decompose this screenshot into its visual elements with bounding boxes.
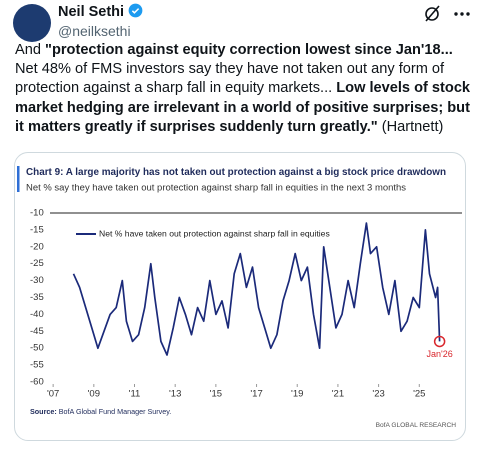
tweet-segment: "protection against equity correction lo… <box>45 42 453 58</box>
tweet-segment: (Hartnett) <box>377 118 444 135</box>
x-tick-label: '23 <box>372 389 384 400</box>
avatar[interactable] <box>13 4 51 42</box>
source-text: BofA Global Fund Manager Survey. <box>59 407 172 416</box>
verified-badge <box>128 3 143 18</box>
legend-label: Net % have taken out protection against … <box>99 228 330 238</box>
y-tick-label: -20 <box>30 241 44 252</box>
x-tick-label: '19 <box>291 389 303 400</box>
x-tick-label: '15 <box>210 389 222 400</box>
y-tick-label: -35 <box>30 292 44 303</box>
chart-title: Chart 9: A large majority has not taken … <box>26 166 446 178</box>
y-tick-label: -50 <box>30 343 44 354</box>
grok-icon[interactable] <box>425 5 440 22</box>
author-name[interactable]: Neil Sethi <box>58 3 143 20</box>
y-tick-label: -45 <box>30 326 44 337</box>
y-tick-label: -30 <box>30 275 44 286</box>
chart-card[interactable] <box>14 152 466 441</box>
x-tick-label: '25 <box>413 389 425 400</box>
x-tick-label: '13 <box>169 389 181 400</box>
tweet-segment: Net 48% of FMS investors say they have n… <box>15 61 445 97</box>
tweet-text: And "protection against equity correctio… <box>15 41 473 137</box>
x-tick-label: '11 <box>129 389 141 400</box>
y-tick-label: -55 <box>30 360 44 371</box>
x-tick-label: '21 <box>332 389 344 400</box>
y-tick-label: -40 <box>30 309 44 320</box>
y-tick-label: -10 <box>30 208 44 219</box>
source-label: Source: <box>30 407 57 416</box>
header-icons <box>425 5 470 22</box>
author-handle[interactable]: @neilksethi <box>58 23 131 39</box>
more-icon[interactable] <box>454 12 470 16</box>
series-line <box>72 222 441 356</box>
y-tick-label: -15 <box>30 224 44 235</box>
annotation: Jan'26 <box>426 349 452 359</box>
y-tick-label: -60 <box>30 377 44 388</box>
x-tick-label: '17 <box>250 389 262 400</box>
title-accent <box>17 166 20 192</box>
chart-subtitle: Net % say they have taken out protection… <box>26 183 406 194</box>
name-text[interactable]: Neil Sethi <box>58 4 125 20</box>
x-tick-label: '09 <box>88 389 100 400</box>
credit: BofA GLOBAL RESEARCH <box>376 422 457 429</box>
tweet-segment: Low levels of stock market hedging are i… <box>15 80 471 135</box>
tweet-segment: And <box>15 42 46 58</box>
source-note: Source: BofA Global Fund Manager Survey. <box>30 407 171 416</box>
x-tick-label: '07 <box>47 389 59 400</box>
y-tick-label: -25 <box>30 258 44 269</box>
last-point-marker <box>433 335 446 348</box>
